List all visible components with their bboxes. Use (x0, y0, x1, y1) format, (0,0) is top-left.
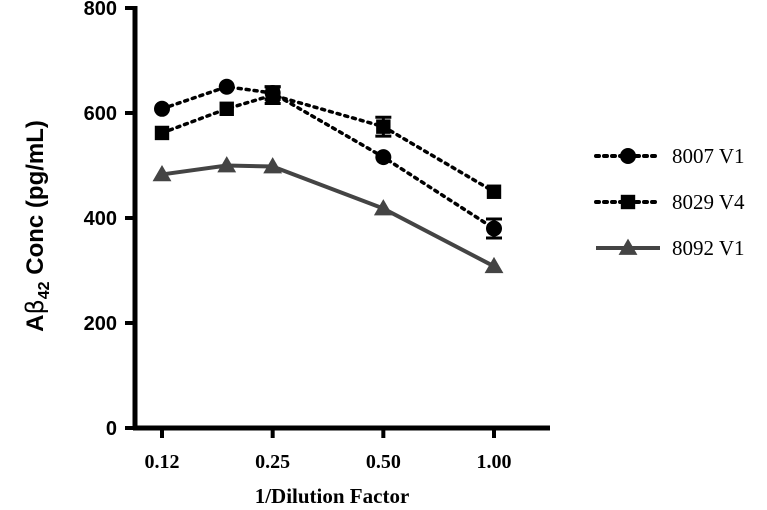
y-axis-label-beta: β (21, 299, 49, 314)
x-axis-ticks: 0.12 0.25 0.50 1.00 (145, 428, 512, 473)
y-tick-label: 800 (84, 0, 117, 20)
x-tick-label: 0.50 (366, 451, 401, 473)
legend-marker (620, 194, 636, 210)
y-tick-label: 600 (84, 103, 117, 125)
data-point (486, 220, 502, 237)
series-line (160, 84, 496, 231)
y-tick-label: 400 (84, 208, 117, 230)
data-point (154, 100, 170, 117)
data-point (217, 156, 237, 173)
chart-series (152, 78, 504, 274)
data-point (263, 157, 283, 174)
x-tick-label: 0.12 (145, 451, 180, 473)
y-axis-label-suffix: Conc (pg/mL) (22, 120, 49, 281)
legend-label: 8007 V1 (672, 144, 745, 168)
legend-label: 8092 V1 (672, 236, 745, 260)
data-point (373, 199, 393, 216)
legend-marker (618, 238, 638, 255)
series-8029-v4 (154, 85, 502, 199)
series-8092-v1 (152, 156, 504, 274)
data-point (486, 184, 502, 199)
data-point (219, 101, 234, 116)
y-axis-label-subscript: 42 (36, 281, 53, 299)
legend-marker (620, 148, 636, 164)
data-point (265, 87, 280, 103)
data-point (484, 256, 504, 274)
series-8007-v1 (154, 78, 502, 240)
legend-item: 8092 V1 (596, 236, 745, 260)
legend: 8007 V1 8029 V4 8092 V1 (594, 144, 745, 260)
data-point (218, 78, 235, 95)
y-axis-ticks: 0 200 400 600 800 (84, 0, 135, 440)
legend-item: 8007 V1 (594, 144, 745, 168)
x-axis-label: 1/Dilution Factor (255, 484, 410, 508)
y-axis-label-prefix: A (22, 315, 49, 332)
series-line (161, 163, 495, 269)
data-point (376, 119, 391, 134)
y-tick-label: 200 (84, 313, 117, 335)
y-axis-label: Aβ42 Conc (pg/mL) (21, 120, 53, 332)
data-point (375, 149, 392, 166)
x-tick-label: 1.00 (477, 451, 512, 473)
legend-label: 8029 V4 (672, 190, 745, 214)
legend-item: 8029 V4 (594, 190, 745, 214)
x-tick-label: 0.25 (255, 451, 290, 473)
series-line (160, 93, 496, 194)
data-point (152, 165, 172, 182)
y-tick-label: 0 (106, 418, 117, 440)
data-point (154, 125, 170, 141)
